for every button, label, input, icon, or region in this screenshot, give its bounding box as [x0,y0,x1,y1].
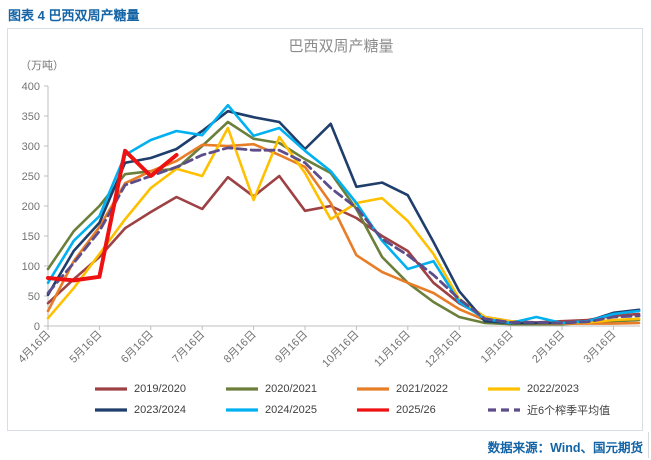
legend-item: 2020/2021 [225,383,356,395]
legend-label: 2024/2025 [265,404,317,416]
chart-title: 巴西双周产糖量 [288,38,393,55]
chart-legend: 2019/2020 2020/2021 2021/2022 2022/2023 2023… [94,383,642,418]
y-tick-label: 250 [22,171,40,183]
x-tick-label: 11月16日 [372,329,413,370]
x-tick-label: 5月16日 [67,329,104,366]
series-line-2021/2022 [46,142,641,325]
legend-label: 2019/2020 [134,383,186,395]
legend-label: 2022/2023 [527,383,579,395]
series-line-近6个榨季平均值 [46,146,641,325]
y-tick-label: 350 [22,111,40,123]
legend-item: 2025/26 [356,402,487,418]
legend-label: 2025/26 [396,404,436,416]
x-tick-label: 6月16日 [119,329,156,366]
series-line-2023/2024 [46,109,641,325]
legend-line-swatch [488,387,520,391]
x-tick-label: 3月16日 [581,329,618,366]
legend-item: 2019/2020 [94,383,225,395]
legend-line-swatch [357,387,389,391]
chart-figure-box: 巴西双周产糖量 （万吨） 0 50 100 150 200 250 300 350 400 4月16日… [7,28,643,431]
legend-label: 近6个榨季平均值 [527,405,611,417]
y-tick-label: 50 [28,291,40,303]
figure-caption: 图表 4 巴西双周产糖量 [8,8,140,23]
legend-label: 2021/2022 [396,383,448,395]
legend-line-swatch [95,387,127,391]
legend-label: 2023/2024 [134,404,186,416]
y-tick-label: 300 [22,141,40,153]
table-border-line [648,432,649,458]
y-tick-label: 0 [34,321,40,333]
x-tick-label: 8月16日 [222,329,259,366]
series-line-2025/26 [46,148,179,283]
legend-item: 2024/2025 [225,402,356,418]
y-tick-label: 200 [22,201,40,213]
legend-item: 2021/2022 [356,383,487,395]
x-tick-label: 1月16日 [479,329,516,366]
data-source-note: 数据来源：Wind、国元期货 [487,441,643,455]
x-tick-label: 12月16日 [423,329,464,370]
legend-line-swatch [226,408,258,412]
y-tick-label: 100 [22,261,40,273]
x-tick-label: 10月16日 [320,329,361,370]
legend-item: 近6个榨季平均值 [487,402,618,418]
y-axis-unit-label: （万吨） [20,59,64,72]
x-tick-label: 7月16日 [170,329,207,366]
x-tick-label: 9月16日 [273,329,310,366]
legend-line-swatch [95,408,127,412]
series-line-2019/2020 [46,174,641,324]
legend-line-swatch [226,387,258,391]
biweekly-sugar-production-chart: 巴西双周产糖量 （万吨） 0 50 100 150 200 250 300 350 400 4月16日… [16,38,641,370]
legend-item: 2023/2024 [94,402,225,418]
x-tick-label: 4月16日 [16,329,53,366]
legend-label: 2020/2021 [265,383,317,395]
legend-line-swatch [357,408,389,412]
x-tick-label: 2月16日 [530,329,567,366]
series-line-2024/2025 [46,103,641,325]
y-tick-label: 400 [22,81,40,93]
legend-line-swatch [488,408,520,412]
y-tick-label: 150 [22,231,40,243]
legend-item: 2022/2023 [487,383,618,395]
